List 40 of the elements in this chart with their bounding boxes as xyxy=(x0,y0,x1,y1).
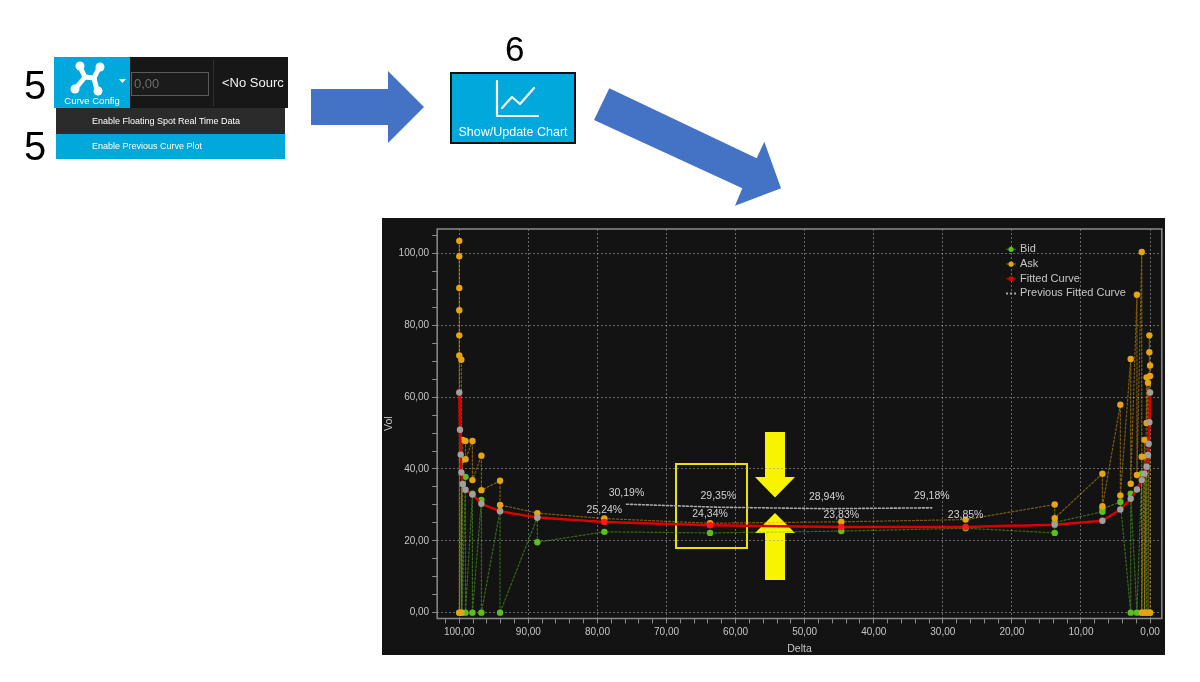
legend-label: Bid xyxy=(1020,242,1036,255)
x-tick-label: 0,00 xyxy=(1140,626,1161,638)
text: 0,00 xyxy=(134,76,160,91)
text: 6 xyxy=(505,29,525,68)
x-tick-label: 10,00 xyxy=(1068,626,1094,638)
x-tick-label: 40,00 xyxy=(861,626,887,638)
y-tick-label: 0,00 xyxy=(409,606,430,618)
data-label: 25,24% xyxy=(586,503,623,516)
text: <No Sourc xyxy=(222,75,284,90)
text: Enable Previous Curve Plot xyxy=(92,141,203,152)
x-tick-label: 60,00 xyxy=(723,626,749,638)
text: 5 xyxy=(24,63,47,107)
text: Curve Config xyxy=(63,95,121,107)
data-label: 29,18% xyxy=(913,489,950,502)
legend-label: Fitted Curve xyxy=(1020,271,1080,284)
text: 5 xyxy=(24,124,47,168)
y-tick-label: 80,00 xyxy=(404,319,430,331)
y-tick-label: 40,00 xyxy=(404,462,430,474)
legend-label: Ask xyxy=(1020,257,1039,270)
x-tick-label: 30,00 xyxy=(930,626,956,638)
legend-label: Previous Fitted Curve xyxy=(1020,286,1126,299)
x-tick-label: 50,00 xyxy=(792,626,818,638)
text: Show/Update Chart xyxy=(457,125,569,139)
x-tick-label: 90,00 xyxy=(515,626,542,638)
x-tick-label: 100,00 xyxy=(443,626,476,638)
data-label: 23,83% xyxy=(823,508,860,521)
data-label: 28,94% xyxy=(808,490,845,503)
x-tick-label: 80,00 xyxy=(584,626,611,638)
data-label: 23,85% xyxy=(947,508,984,521)
text: Enable Floating Spot Real Time Data xyxy=(92,116,241,127)
y-tick-label: 20,00 xyxy=(404,534,430,546)
x-axis-title: Delta xyxy=(787,641,812,654)
y-tick-label: 60,00 xyxy=(404,390,430,402)
y-tick-label: 100,00 xyxy=(398,247,430,259)
x-tick-label: 70,00 xyxy=(654,626,680,638)
data-label: 30,19% xyxy=(608,485,645,498)
y-axis-title: Vol xyxy=(382,416,395,431)
data-label: 29,35% xyxy=(700,488,737,501)
x-tick-label: 20,00 xyxy=(999,626,1025,638)
data-label: 24,34% xyxy=(692,506,728,519)
